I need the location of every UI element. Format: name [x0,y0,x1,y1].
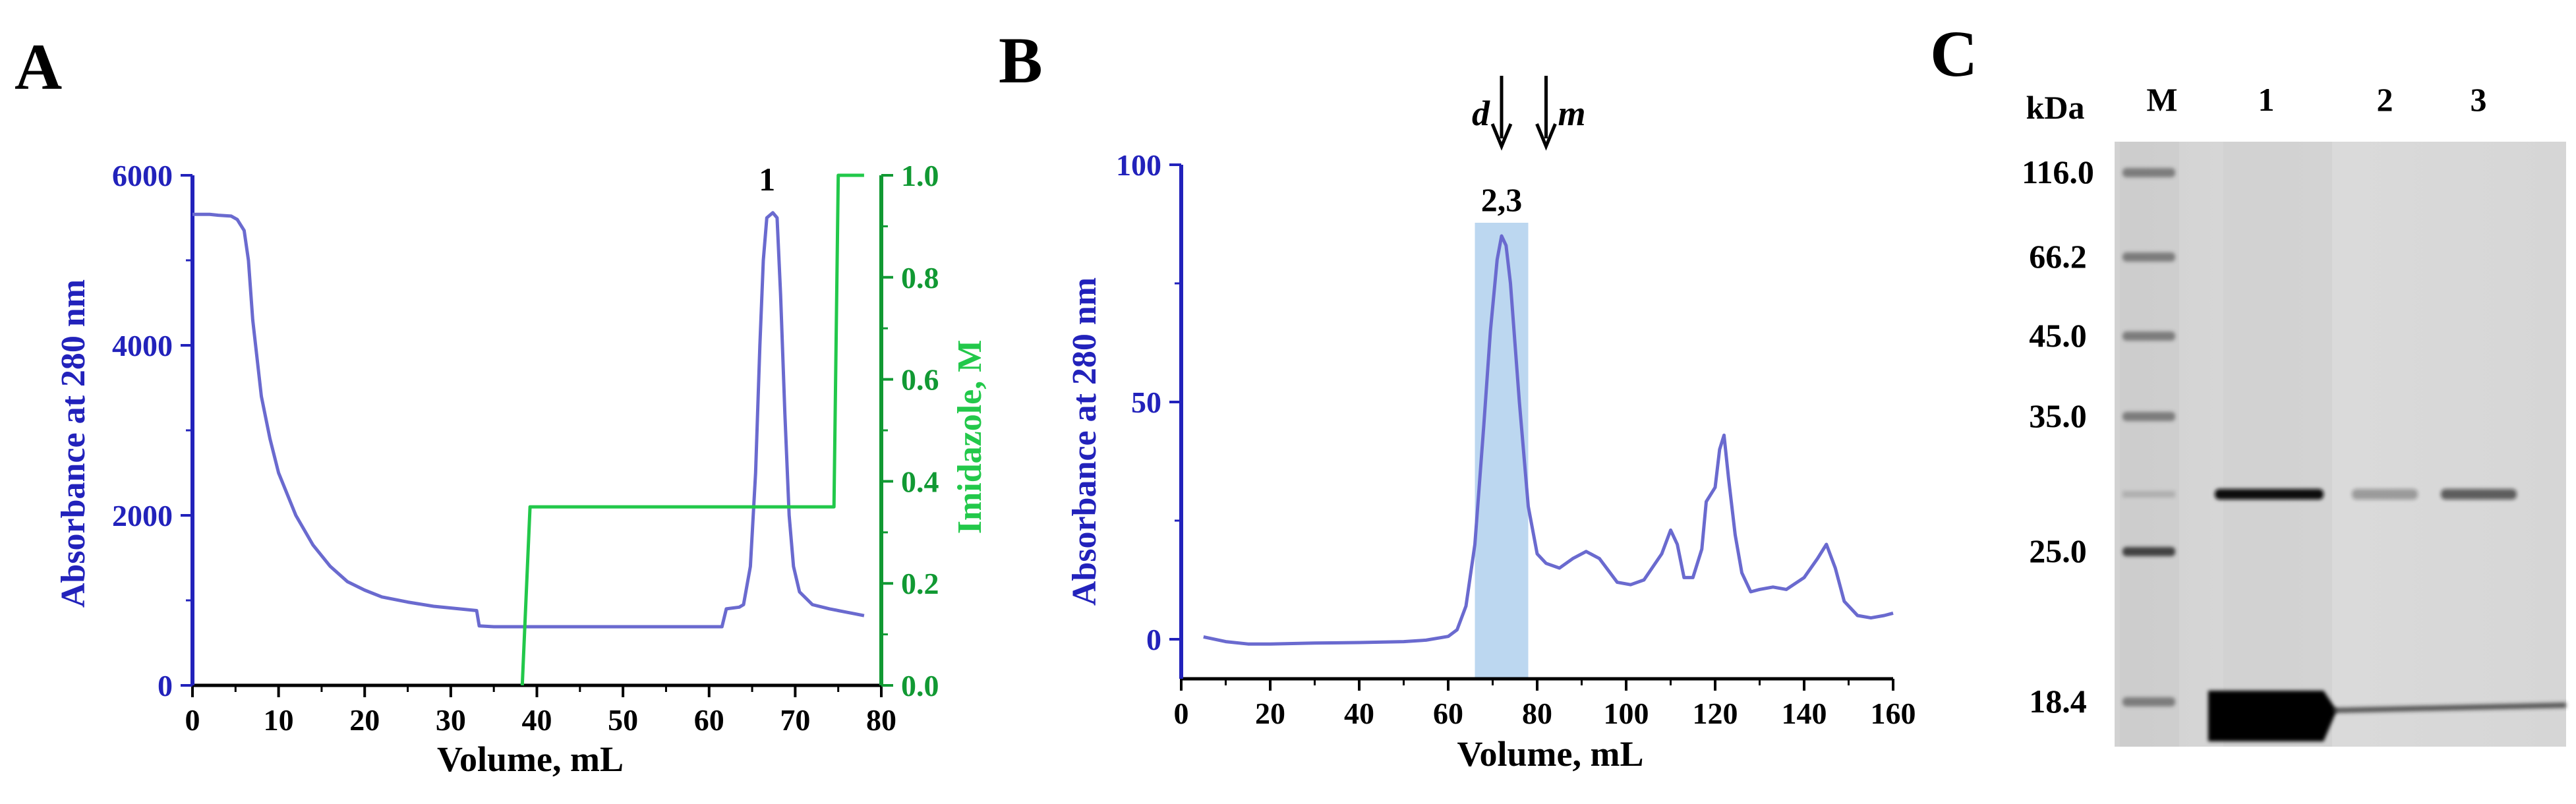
a-x-tick-label: 30 [436,703,466,737]
gel-target-band [2441,489,2517,500]
panel-b: B 2,3 0 20 40 60 80 100 120 140 160 Volume, mL 0 50 1… [999,24,1916,774]
a-x-tick-label: 60 [694,703,724,737]
gel-marker-label: 116.0 [2022,154,2094,190]
b-shaded-fraction [1475,223,1529,679]
gel-lane-label: 1 [2258,81,2275,118]
a-x-tick-label: 40 [522,703,552,737]
a-x-tick-label: 20 [349,703,380,737]
gel-lane-label: M [2146,81,2177,118]
a-y2-tick-label: 1.0 [901,159,939,192]
b-y-tick-label: 50 [1131,386,1161,419]
b-x-tick-label: 0 [1174,697,1189,730]
b-x-tick-label: 80 [1522,697,1552,730]
panel-a: A 0 10 20 30 40 50 60 70 80 Volume, mL 0 2000 4000 60… [15,30,989,779]
a-x-axis-title: Volume, mL [437,739,624,779]
gel-image: kDa M 1 2 3 116.0 66.2 45.0 35.0 25.0 18.4 [2022,81,2567,747]
b-x-tick-label: 20 [1255,697,1285,730]
a-y2-tick-label: 0.4 [901,465,939,498]
a-y-tick-label: 4000 [112,329,173,362]
panel-label-b: B [999,24,1043,97]
b-x-axis-title: Volume, mL [1457,734,1643,774]
gel-marker-lane [2120,142,2179,747]
gel-unit-label: kDa [2026,89,2085,126]
a-y2-tick-label: 0.0 [901,669,939,703]
a-y-axis-title: Absorbance at 280 nm [55,279,92,608]
gel-dye-front-line [2333,703,2567,713]
gel-marker-label: 45.0 [2029,317,2087,354]
a-y-tick-label: 2000 [112,499,173,532]
a-y2-tick-label: 0.2 [901,567,939,600]
gel-lane-label: 3 [2471,81,2487,118]
b-x-tick-label: 120 [1693,697,1738,730]
gel-lane-label: 2 [2377,81,2393,118]
b-x-tick-label: 160 [1871,697,1916,730]
a-x-tick-label: 70 [780,703,810,737]
gel-marker-band [2122,547,2175,556]
b-y-axis-title: Absorbance at 280 nm [1066,277,1103,606]
gel-marker-band [2122,331,2175,341]
b-x-tick-label: 60 [1433,697,1463,730]
gel-marker-label: 35.0 [2029,397,2087,434]
a-x-tick-label: 10 [264,703,294,737]
panel-a-plot-area: 0 10 20 30 40 50 60 70 80 Volume, mL 0 2000 4000 6000… [55,159,989,779]
gel-lane-1 [2223,142,2332,747]
b-y-tick-label: 100 [1116,148,1161,182]
a-y-tick-label: 6000 [112,159,173,192]
a-x-tick-label: 0 [185,703,200,737]
gel-dye-front-blob [2208,691,2337,741]
gel-marker-band [2122,697,2175,706]
b-x-tick-label: 40 [1344,697,1374,730]
a-y2-axis-title: Imidazole, M [951,340,989,534]
a-imidazole-line [520,173,864,686]
panel-label-a: A [15,30,62,103]
gel-target-band [2215,489,2324,500]
b-x-tick-label: 140 [1782,697,1827,730]
a-x-tick-label: 80 [866,703,896,737]
gel-marker-band [2122,491,2175,498]
a-x-tick-label: 50 [608,703,638,737]
gel-marker-band [2122,168,2175,177]
gel-marker-band [2122,412,2175,421]
gel-marker-band [2122,252,2175,262]
b-arrow-m-head [1535,123,1557,151]
b-y-tick-label: 0 [1146,623,1161,656]
b-x-tick-label: 100 [1604,697,1649,730]
gel-marker-label: 18.4 [2029,683,2087,720]
gel-marker-label: 25.0 [2029,532,2087,569]
b-absorbance-line [1203,234,1894,646]
b-arrow-d-head [1490,123,1513,151]
a-y-tick-label: 0 [158,669,173,703]
a-y2-tick-label: 0.6 [901,363,939,397]
b-arrow-m-label: m [1558,94,1586,133]
panel-c: C kDa M 1 2 3 116.0 66.2 45.0 35.0 25.0 18.4 [1930,17,2567,747]
a-absorbance-line [192,211,865,629]
gel-background [2115,142,2566,747]
gel-target-band [2352,489,2418,500]
panel-label-c: C [1930,17,1977,90]
b-fraction-label: 2,3 [1481,181,1523,218]
a-peak-annotation: 1 [759,161,775,198]
gel-marker-label: 66.2 [2029,238,2087,275]
b-arrow-d-label: d [1472,94,1490,133]
a-y2-tick-label: 0.8 [901,261,939,295]
panel-b-plot-area: 2,3 0 20 40 60 80 100 120 140 160 Volume, mL 0 50 100… [1066,76,1916,774]
